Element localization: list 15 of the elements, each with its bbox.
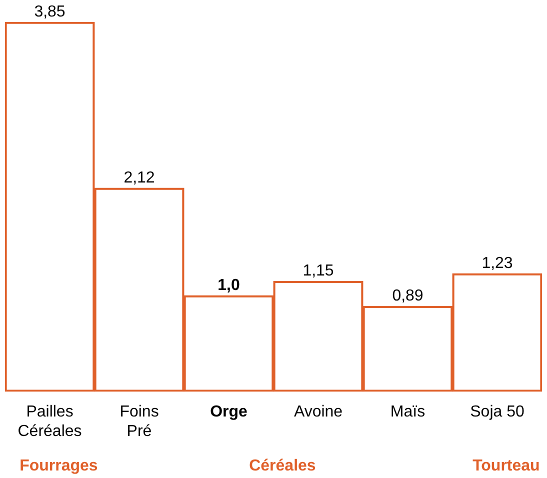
data-label: 2,12 (124, 169, 155, 186)
data-label: 1,0 (218, 277, 240, 294)
x-tick-label: Orge (210, 404, 248, 421)
data-label: 3,85 (34, 3, 66, 20)
text: Fourrages (20, 457, 98, 474)
x-tick-label: Maïs (390, 404, 426, 421)
data-label: 0,89 (392, 288, 424, 305)
text: Tourteau (472, 457, 540, 474)
x-tick-label: Foins Pré (120, 404, 159, 440)
text: Céréales (249, 457, 316, 474)
data-label: 1,15 (302, 262, 334, 280)
x-tick-label: Soja 50 (470, 404, 524, 421)
x-tick-label: Avoine (294, 404, 343, 421)
x-tick-label: Pailles Céréales (18, 404, 82, 440)
data-label: 1,23 (482, 254, 513, 272)
